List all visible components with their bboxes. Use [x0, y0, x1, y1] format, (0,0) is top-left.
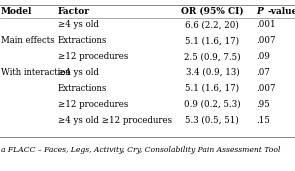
- Text: ≥4 ys old: ≥4 ys old: [58, 68, 99, 77]
- Text: -value: -value: [267, 7, 295, 16]
- Text: OR (95% CI): OR (95% CI): [181, 7, 244, 16]
- Text: a FLACC – Faces, Legs, Activity, Cry, Consolability Pain Assessment Tool: a FLACC – Faces, Legs, Activity, Cry, Co…: [1, 147, 280, 154]
- Text: .07: .07: [256, 68, 270, 77]
- Text: ≥4 ys old ≥12 procedures: ≥4 ys old ≥12 procedures: [58, 116, 172, 125]
- Text: .95: .95: [256, 100, 270, 109]
- Text: 5.1 (1.6, 17): 5.1 (1.6, 17): [185, 36, 240, 45]
- Text: 0.9 (0.2, 5.3): 0.9 (0.2, 5.3): [184, 100, 241, 109]
- Text: Main effects: Main effects: [1, 36, 55, 45]
- Text: 3.4 (0.9, 13): 3.4 (0.9, 13): [186, 68, 239, 77]
- Text: Extractions: Extractions: [58, 84, 107, 93]
- Text: Factor: Factor: [58, 7, 89, 16]
- Text: .09: .09: [256, 52, 270, 61]
- Text: 6.6 (2.2, 20): 6.6 (2.2, 20): [186, 20, 239, 29]
- Text: ≥12 procedures: ≥12 procedures: [58, 100, 128, 109]
- Text: With interaction: With interaction: [1, 68, 71, 77]
- Text: P: P: [256, 7, 263, 16]
- Text: 5.1 (1.6, 17): 5.1 (1.6, 17): [185, 84, 240, 93]
- Text: 2.5 (0.9, 7.5): 2.5 (0.9, 7.5): [184, 52, 241, 61]
- Text: ≥4 ys old: ≥4 ys old: [58, 20, 99, 29]
- Text: .15: .15: [256, 116, 270, 125]
- Text: .007: .007: [256, 84, 276, 93]
- Text: .001: .001: [256, 20, 276, 29]
- Text: Extractions: Extractions: [58, 36, 107, 45]
- Text: .007: .007: [256, 36, 276, 45]
- Text: 5.3 (0.5, 51): 5.3 (0.5, 51): [186, 116, 239, 125]
- Text: ≥12 procedures: ≥12 procedures: [58, 52, 128, 61]
- Text: Model: Model: [1, 7, 32, 16]
